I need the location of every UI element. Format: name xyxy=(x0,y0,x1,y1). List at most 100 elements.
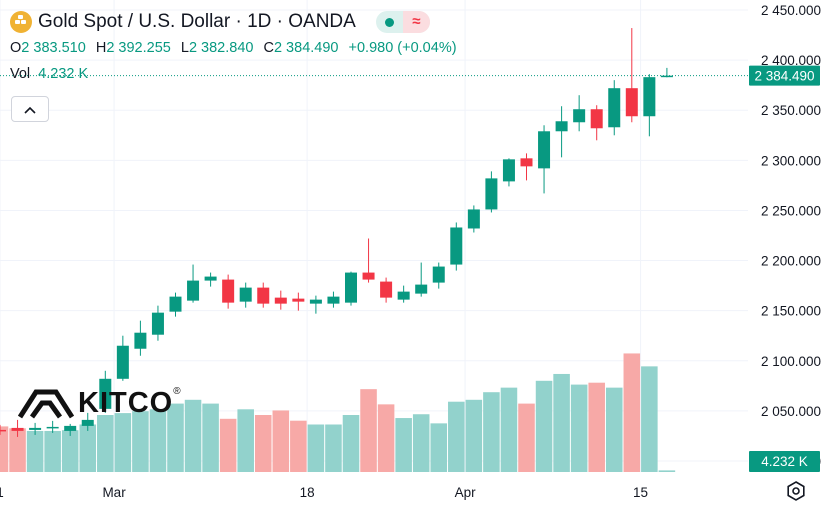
y-tick-label: 2 150.000 xyxy=(761,304,821,319)
candlesticks xyxy=(0,28,673,437)
candle xyxy=(169,292,182,317)
candle-body xyxy=(538,131,551,169)
candle-body xyxy=(134,332,147,349)
candle xyxy=(222,274,235,309)
volume-bar xyxy=(342,415,360,472)
candle-body xyxy=(397,291,410,300)
candle xyxy=(274,290,287,310)
y-tick-label: 2 200.000 xyxy=(761,254,821,269)
volume-value: 4.232 K xyxy=(38,66,89,82)
volume-bar xyxy=(412,414,430,472)
close-value: 2 384.490 xyxy=(273,40,339,56)
high-value: 2 392.255 xyxy=(106,40,171,56)
collapse-legend-button[interactable] xyxy=(11,96,49,122)
volume-bar xyxy=(132,411,149,472)
volume-bar xyxy=(483,392,500,472)
kitco-watermark: KITCO ® xyxy=(18,386,181,420)
candle-body xyxy=(187,280,200,301)
symbol-header: Gold Spot / U.S. Dollar · 1D · OANDA ≈ xyxy=(10,9,430,35)
price-axis[interactable]: 2 450.000 2 400.000 2 350.000 2 300.000 2 25… xyxy=(761,3,821,469)
candle xyxy=(29,422,42,435)
status-pill[interactable]: ≈ xyxy=(375,11,430,33)
candle-body xyxy=(309,299,322,304)
open-value: 2 383.510 xyxy=(21,40,86,56)
volume-bar xyxy=(518,403,535,472)
candle xyxy=(502,158,515,187)
wave-icon: ≈ xyxy=(402,11,430,33)
volume-bar xyxy=(290,420,307,472)
candle xyxy=(64,423,77,436)
candle-body xyxy=(643,77,656,117)
candle-body xyxy=(204,276,217,281)
volume-bar xyxy=(570,384,588,472)
candle-body xyxy=(450,227,463,265)
volume-bar xyxy=(325,424,342,472)
candle xyxy=(432,262,445,289)
candle xyxy=(81,412,94,431)
candle-body xyxy=(432,266,445,283)
candle xyxy=(345,271,357,306)
candle xyxy=(46,420,59,433)
volume-bar xyxy=(307,424,325,472)
candle xyxy=(538,125,551,194)
volume-bar xyxy=(202,403,219,472)
y-tick-label: 2 100.000 xyxy=(761,354,821,369)
volume-bar xyxy=(0,426,9,472)
market-open-icon xyxy=(376,11,403,33)
y-tick-label: 2 350.000 xyxy=(761,103,821,118)
candle xyxy=(309,295,322,314)
svg-text:2 384.490: 2 384.490 xyxy=(754,69,814,84)
settings-icon[interactable] xyxy=(784,479,808,503)
candle xyxy=(187,264,200,303)
volume-bar xyxy=(219,418,237,472)
candle xyxy=(11,419,24,437)
volume-bar xyxy=(114,413,132,472)
kitco-wordmark: KITCO xyxy=(78,386,174,419)
time-axis[interactable]: 1 Mar 18 Apr 15 xyxy=(0,485,648,500)
volume-bar xyxy=(184,399,202,472)
candle-body xyxy=(362,272,375,280)
candle-body xyxy=(257,287,270,304)
candle xyxy=(485,171,498,213)
volume-bar xyxy=(500,387,518,472)
candle-body xyxy=(327,296,340,304)
candle xyxy=(467,205,480,233)
candle xyxy=(520,153,533,181)
candle-body xyxy=(380,281,393,298)
candle xyxy=(204,272,217,287)
candle xyxy=(239,282,252,308)
x-tick-label: 15 xyxy=(633,485,648,500)
symbol-title[interactable]: Gold Spot / U.S. Dollar · 1D · OANDA xyxy=(38,11,356,32)
volume-bar xyxy=(465,399,483,472)
candle-body xyxy=(485,178,498,210)
volume-bar xyxy=(448,401,465,472)
open-label: O xyxy=(10,40,22,56)
candle xyxy=(151,305,164,341)
candle-body xyxy=(555,121,568,132)
candle-body xyxy=(169,296,182,312)
y-tick-label: 2 250.000 xyxy=(761,203,821,218)
candle xyxy=(643,74,656,137)
close-label: C xyxy=(263,40,274,56)
high-label: H xyxy=(95,40,107,56)
grid xyxy=(0,0,748,472)
candle-body xyxy=(625,88,638,117)
candle-body xyxy=(573,109,586,123)
candle xyxy=(362,238,375,283)
candle-body xyxy=(239,287,252,302)
candle xyxy=(99,370,112,413)
candle-body xyxy=(81,419,94,426)
candle-body xyxy=(46,426,59,429)
candle xyxy=(415,262,428,297)
volume-bar xyxy=(237,409,254,472)
x-tick-label: Mar xyxy=(102,485,126,500)
candle xyxy=(555,106,568,158)
y-tick-label: 2 400.000 xyxy=(761,53,821,68)
candle xyxy=(380,277,393,303)
candle-body xyxy=(608,88,621,128)
volume-bar xyxy=(535,380,553,472)
gold-symbol-icon xyxy=(10,11,32,33)
kitco-logo-icon xyxy=(18,389,74,419)
candle-body xyxy=(502,159,515,182)
